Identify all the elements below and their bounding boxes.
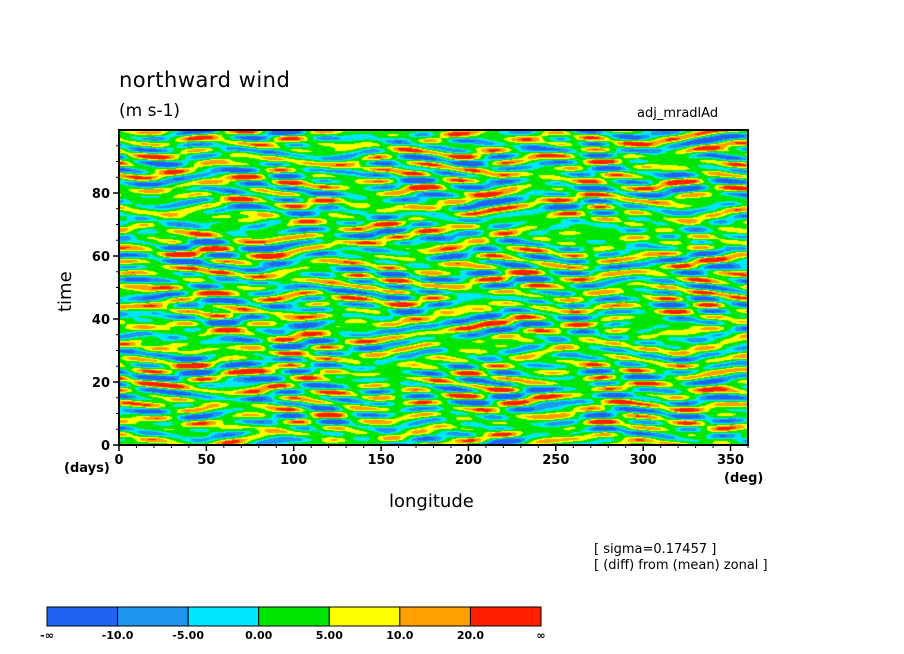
colorbar-label-0: -∞ (40, 629, 54, 642)
chart-units: (m s-1) (119, 101, 181, 121)
x-tick-label-0: 0 (114, 453, 123, 468)
x-tick-label-1: 50 (197, 453, 215, 468)
x-tick-label-4: 200 (455, 453, 482, 468)
experiment-label: adj_mradlAd (637, 106, 719, 121)
colorbar-swatch-2 (187, 606, 260, 627)
x-unit-label: (deg) (724, 471, 764, 486)
heatmap-field (119, 130, 748, 445)
x-tick-label-6: 300 (630, 453, 657, 468)
y-tick-label-4: 80 (92, 187, 110, 202)
colorbar-swatch-0 (46, 606, 119, 627)
colorbar-label-4: 5.00 (316, 629, 343, 642)
colorbar-label-2: -5.00 (172, 629, 204, 642)
colorbar-swatch-4 (328, 606, 401, 627)
colorbar-label-5: 10.0 (386, 629, 413, 642)
annotation-diff: [ (diff) from (mean) zonal ] (594, 558, 768, 573)
y-tick-label-0: 0 (101, 439, 110, 454)
colorbar-label-1: -10.0 (102, 629, 134, 642)
colorbar-swatch-1 (117, 606, 189, 627)
annotation-sigma: [ sigma=0.17457 ] (594, 542, 717, 557)
y-tick-label-2: 40 (92, 313, 110, 328)
colorbar-label-6: 20.0 (457, 629, 484, 642)
colorbar-label-3: 0.00 (245, 629, 272, 642)
colorbar-swatch-5 (399, 606, 471, 627)
colorbar-label-7: ∞ (536, 629, 545, 642)
y-unit-label: (days) (64, 461, 110, 476)
x-tick-label-5: 250 (542, 453, 569, 468)
y-tick-label-3: 60 (92, 250, 110, 265)
x-axis-title: longitude (389, 491, 474, 512)
colorbar-swatch-6 (469, 606, 542, 627)
x-tick-label-2: 100 (280, 453, 307, 468)
chart-title: northward wind (119, 68, 291, 92)
x-tick-label-7: 350 (717, 453, 744, 468)
colorbar-swatch-3 (258, 606, 330, 627)
x-tick-label-3: 150 (368, 453, 395, 468)
y-tick-label-1: 20 (92, 376, 110, 391)
y-axis-title: time (55, 271, 76, 312)
